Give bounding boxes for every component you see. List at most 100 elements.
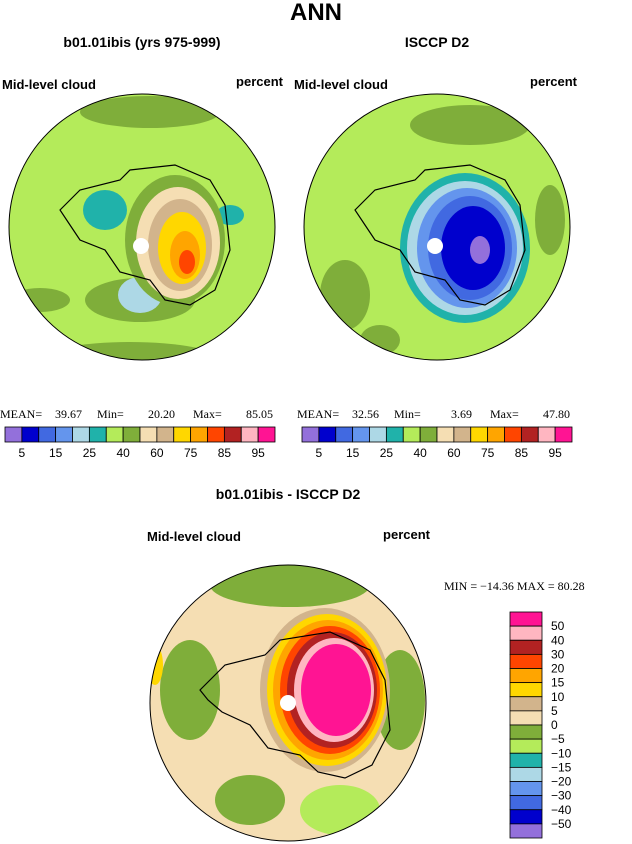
colorbar: 5 15 25 40 60 75 85 95 xyxy=(301,426,573,460)
color-swatch xyxy=(4,426,23,443)
map xyxy=(9,94,275,360)
stat-value: 85.05 xyxy=(246,407,273,421)
color-swatch xyxy=(105,426,124,443)
color-swatch xyxy=(509,611,543,627)
color-swatch xyxy=(385,426,404,443)
panel-title: b01.01ibis (yrs 975-999) xyxy=(63,34,220,50)
color-swatch xyxy=(352,426,370,443)
colorbar-label: 85 xyxy=(515,446,529,460)
figure-title: ANN xyxy=(290,0,342,26)
stat-value: 47.80 xyxy=(543,407,570,421)
colorbar: 5 15 25 40 60 75 85 95 xyxy=(4,426,276,460)
color-swatch xyxy=(509,639,543,655)
colorbar-label: −20 xyxy=(551,775,572,789)
color-swatch xyxy=(335,426,354,443)
colorbar-label: 50 xyxy=(551,619,565,633)
color-swatch xyxy=(520,426,539,443)
color-swatch xyxy=(509,809,543,825)
map xyxy=(304,94,570,360)
stat-label: Min= xyxy=(394,407,421,421)
colorbar-label: −10 xyxy=(551,746,572,760)
color-swatch xyxy=(509,668,543,684)
colorbar-label: 5 xyxy=(316,446,323,460)
color-swatch xyxy=(190,426,208,443)
colorbar-label: 15 xyxy=(346,446,360,460)
color-swatch xyxy=(318,426,337,443)
color-swatch xyxy=(554,426,573,443)
variable-label: Mid-level cloud xyxy=(147,529,241,544)
color-swatch xyxy=(470,426,489,443)
color-swatch xyxy=(301,426,320,443)
units-label: percent xyxy=(383,527,431,542)
color-swatch xyxy=(72,426,90,443)
stat-label: Max= xyxy=(490,407,519,421)
color-swatch xyxy=(139,426,158,443)
stat-value: 20.20 xyxy=(148,407,175,421)
variable-label: Mid-level cloud xyxy=(2,77,96,92)
panel-title: ISCCP D2 xyxy=(405,34,470,50)
colorbar-label: −15 xyxy=(551,760,572,774)
color-swatch xyxy=(207,426,225,443)
colorbar-label: 40 xyxy=(116,446,130,460)
stat-value: 3.69 xyxy=(451,407,472,421)
colorbar-label: 40 xyxy=(551,633,565,647)
color-swatch xyxy=(509,752,543,768)
colorbar-label: 15 xyxy=(551,676,565,690)
color-swatch xyxy=(156,426,175,443)
colorbar-label: 75 xyxy=(481,446,495,460)
map xyxy=(150,565,426,841)
color-swatch xyxy=(509,781,543,797)
colorbar-label: 0 xyxy=(551,718,558,732)
colorbar-label: 75 xyxy=(184,446,198,460)
colorbar-label: 25 xyxy=(83,446,97,460)
color-swatch xyxy=(419,426,438,443)
stats: MIN = −14.36 MAX = 80.28 xyxy=(444,579,585,593)
color-swatch xyxy=(21,426,40,443)
stats: MEAN= 32.56 Min= 3.69 Max= 47.80 xyxy=(297,407,570,421)
colorbar-label: 5 xyxy=(551,704,558,718)
stat-label: Min= xyxy=(97,407,124,421)
stat-value: 39.67 xyxy=(55,407,82,421)
color-swatch xyxy=(509,823,543,839)
color-swatch xyxy=(509,653,543,669)
color-swatch xyxy=(509,625,543,641)
units-label: percent xyxy=(530,74,578,89)
color-swatch xyxy=(504,426,522,443)
color-swatch xyxy=(369,426,387,443)
color-swatch xyxy=(122,426,141,443)
colorbar-label: 60 xyxy=(447,446,461,460)
colorbar-label: −5 xyxy=(551,732,565,746)
stat-label: MEAN= xyxy=(0,407,42,421)
color-swatch xyxy=(509,724,543,740)
color-swatch xyxy=(223,426,242,443)
color-swatch xyxy=(509,766,543,782)
color-swatch xyxy=(537,426,556,443)
stat-value: 32.56 xyxy=(352,407,379,421)
stats: MEAN= 39.67 Min= 20.20 Max= 85.05 xyxy=(0,407,273,421)
colorbar-label: 40 xyxy=(413,446,427,460)
colorbar-label: −30 xyxy=(551,789,572,803)
color-swatch xyxy=(487,426,505,443)
colorbar-label: −50 xyxy=(551,817,572,831)
colorbar-label: 20 xyxy=(551,662,565,676)
colorbar-label: 60 xyxy=(150,446,164,460)
colorbar-label: 10 xyxy=(551,690,565,704)
stat-label: MEAN= xyxy=(297,407,339,421)
color-swatch xyxy=(402,426,421,443)
colorbar-label: 5 xyxy=(19,446,26,460)
color-swatch xyxy=(453,426,472,443)
colorbar-label: 15 xyxy=(49,446,63,460)
colorbar-label: 95 xyxy=(251,446,265,460)
color-swatch xyxy=(509,710,543,726)
colorbar-label: 25 xyxy=(380,446,394,460)
color-swatch xyxy=(509,738,543,754)
variable-label: Mid-level cloud xyxy=(294,77,388,92)
colorbar-label: 85 xyxy=(218,446,232,460)
color-swatch xyxy=(173,426,192,443)
color-swatch xyxy=(509,795,543,811)
color-swatch xyxy=(240,426,259,443)
color-swatch xyxy=(38,426,57,443)
color-swatch xyxy=(509,696,543,712)
